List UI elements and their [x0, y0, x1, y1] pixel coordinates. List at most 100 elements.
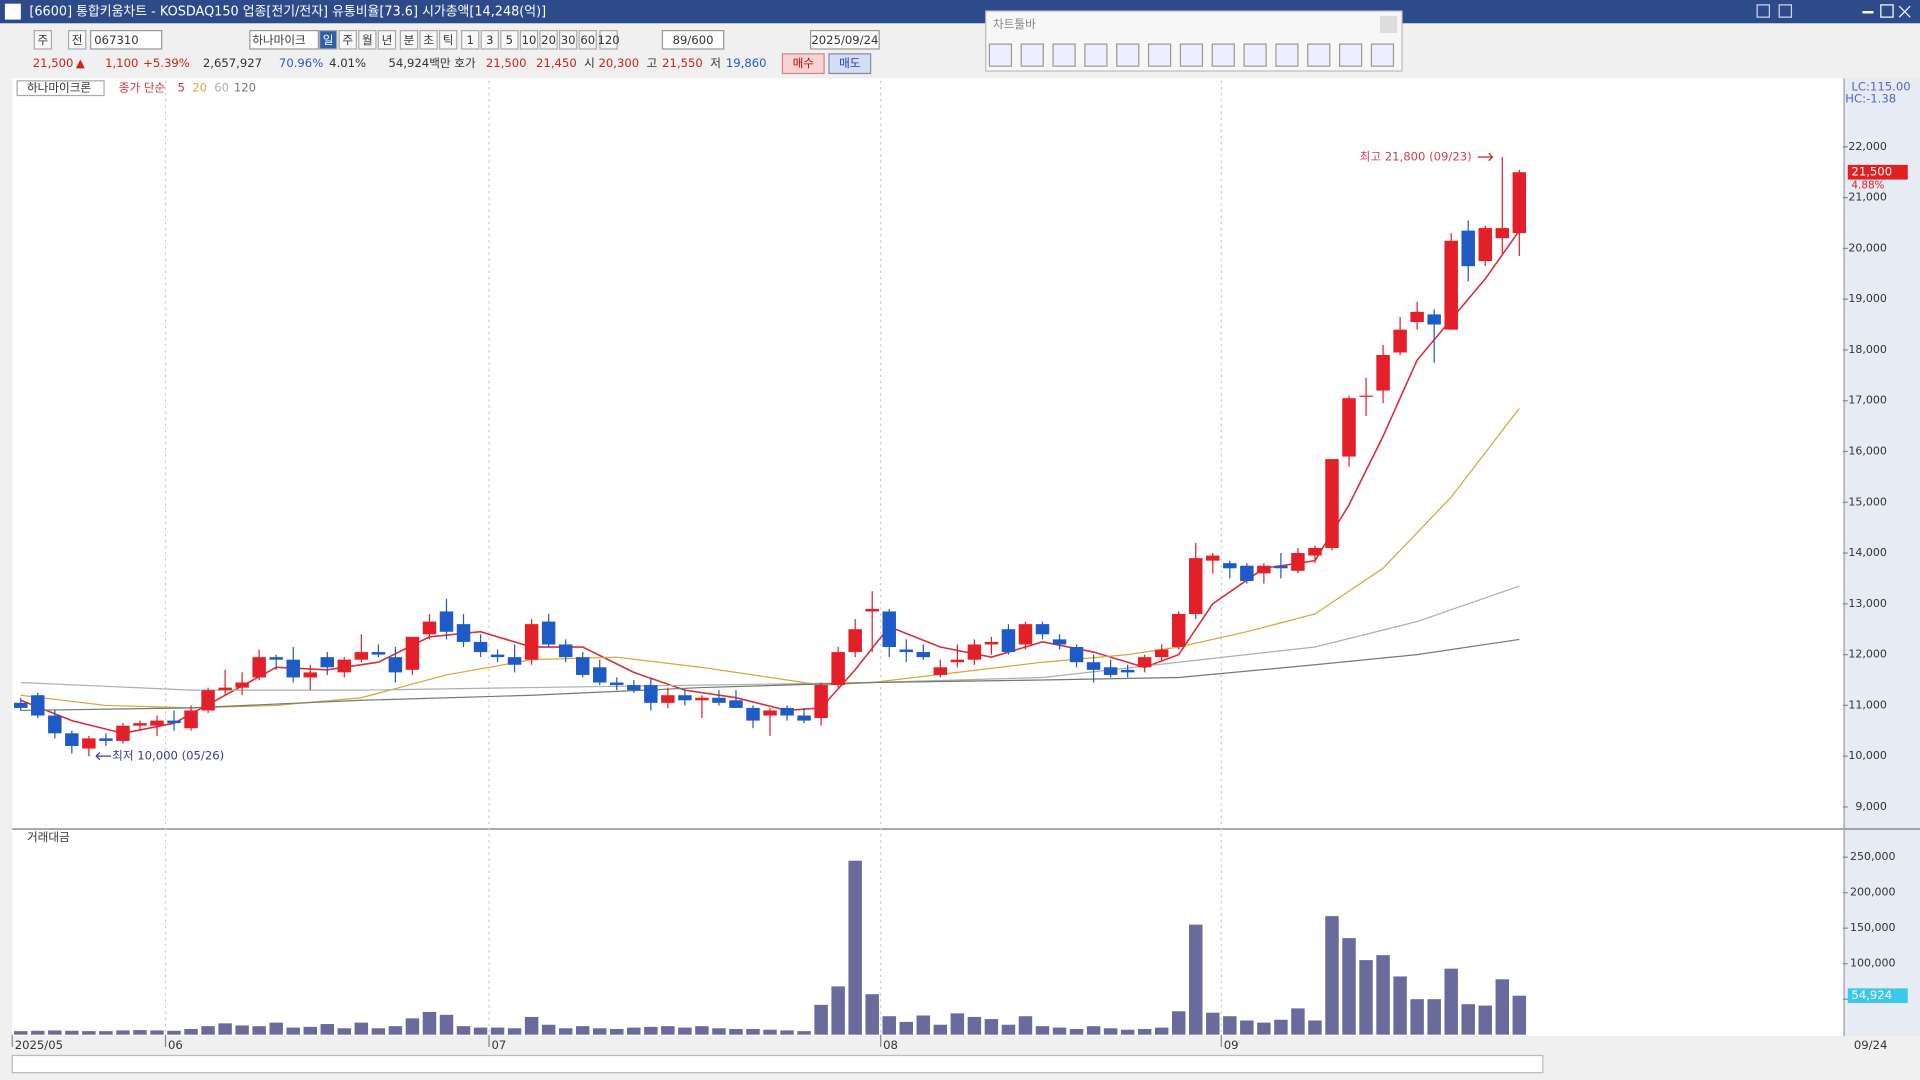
quote-field: +5.39%	[143, 56, 190, 70]
y-tick-label: 13,000	[1848, 597, 1887, 610]
sell-button[interactable]	[828, 53, 872, 75]
chart-tool-icon[interactable]	[1211, 43, 1235, 67]
toolbar-button[interactable]	[558, 30, 578, 50]
toolbar-label[interactable]: 5	[506, 33, 513, 47]
chart-tool-icon[interactable]	[1116, 43, 1140, 67]
toolbar-label[interactable]: 3	[486, 33, 493, 47]
name-input[interactable]	[249, 30, 319, 50]
toolbar-label[interactable]: 월	[362, 33, 373, 47]
toolbar-label[interactable]: 120	[597, 33, 619, 47]
toolbar-button[interactable]	[33, 30, 53, 50]
candle-body	[950, 659, 965, 663]
toolbar-button[interactable]	[519, 30, 539, 50]
close-button[interactable]	[1898, 5, 1911, 18]
toolbar-label[interactable]: 2025/09/24	[811, 33, 878, 47]
candle-body	[797, 715, 811, 721]
candle-body	[933, 667, 948, 675]
toolbar-button[interactable]	[578, 30, 597, 50]
buy-label[interactable]: 매수	[793, 56, 815, 70]
candle-body	[627, 685, 641, 691]
candle-body	[558, 644, 573, 658]
legend-entry: 60	[214, 81, 229, 95]
toolbar-label[interactable]: 일	[323, 33, 334, 47]
toolbar-label[interactable]: 주	[38, 33, 49, 47]
last-price-label: 21,500	[1851, 165, 1892, 179]
scrollbar[interactable]	[11, 1054, 1544, 1074]
chart-tool-icon[interactable]	[1243, 43, 1267, 67]
candle-body	[337, 659, 352, 673]
toolbar-label[interactable]: 주	[342, 33, 353, 47]
candle-body	[882, 611, 896, 647]
toolbar-label[interactable]: 30	[561, 33, 576, 47]
chart-tool-icon[interactable]	[1370, 43, 1395, 67]
candle-body	[1018, 624, 1033, 645]
toolbar-button[interactable]	[377, 30, 397, 50]
chart-tool-icon[interactable]	[988, 43, 1013, 67]
toolbar-label[interactable]: 틱	[443, 33, 454, 47]
chart-tool-icon[interactable]	[1084, 43, 1108, 67]
toolbar-label[interactable]: 초	[423, 33, 434, 47]
count-input[interactable]	[661, 30, 725, 50]
chart-tool-icon[interactable]	[1147, 43, 1172, 67]
control-button[interactable]	[1756, 4, 1770, 18]
candle-body	[524, 624, 539, 660]
quote-field: 20,300	[598, 56, 639, 70]
y-tick-label: 15,000	[1848, 495, 1887, 508]
volume-bar	[1376, 955, 1390, 1035]
chart-tool-icon[interactable]	[1338, 43, 1363, 67]
toolbar-label[interactable]: 하나마이크	[252, 33, 306, 47]
volume-bar	[678, 1027, 692, 1035]
volume-bar	[1495, 979, 1510, 1035]
toolbar-button[interactable]	[67, 30, 87, 50]
toolbar-label[interactable]: 067310	[94, 33, 138, 47]
quote-field: 21,500	[33, 56, 74, 70]
chart-tool-icon[interactable]	[1179, 43, 1204, 67]
toolbar-button[interactable]	[539, 30, 558, 50]
toolbar-button[interactable]	[318, 30, 338, 50]
chart-tool-icon[interactable]	[1020, 43, 1044, 67]
toolbar-label[interactable]: 1	[467, 33, 474, 47]
volume-bar	[541, 1024, 556, 1035]
y-tick-label: 18,000	[1848, 343, 1887, 356]
toolbar-button[interactable]	[599, 30, 618, 50]
candle-body	[1512, 172, 1527, 234]
toolbar-button[interactable]	[358, 30, 377, 50]
toolbar-label[interactable]: 분	[404, 33, 415, 47]
volume-bar	[269, 1022, 283, 1035]
volume-bar	[167, 1030, 181, 1035]
control-button[interactable]	[1778, 4, 1793, 18]
chart-toolbar-close[interactable]	[1380, 15, 1398, 34]
buy-button[interactable]	[781, 53, 825, 75]
maximize-button[interactable]	[1880, 4, 1894, 18]
volume-y-tick-label: 150,000	[1850, 921, 1896, 934]
toolbar-label[interactable]: 20	[541, 33, 556, 47]
minimize-button[interactable]	[1862, 11, 1874, 14]
chart-toolbar-title: 차트툴바	[993, 17, 1036, 31]
toolbar-label[interactable]: 년	[382, 33, 393, 47]
toolbar-button[interactable]	[480, 30, 499, 50]
toolbar-button[interactable]	[461, 30, 480, 50]
chart-bg	[12, 78, 1845, 1036]
quote-field: 4.01%	[329, 56, 366, 70]
chart-tool-icon[interactable]	[1307, 43, 1331, 67]
toolbar-label[interactable]: 60	[580, 33, 595, 47]
window-controls[interactable]	[1756, 4, 1911, 18]
chart-tool-icon[interactable]	[1275, 43, 1299, 67]
code-input[interactable]	[90, 30, 163, 50]
toolbar-button[interactable]	[438, 30, 458, 50]
toolbar-label[interactable]: 10	[522, 33, 537, 47]
toolbar-label[interactable]: 전	[72, 33, 83, 47]
volume-bar	[780, 1030, 794, 1035]
chart-tool-icon[interactable]	[1052, 43, 1076, 67]
candle-body	[848, 629, 862, 653]
toolbar-button[interactable]	[500, 30, 519, 50]
volume-bar	[1512, 995, 1527, 1035]
date-input[interactable]	[810, 30, 880, 50]
toolbar-label[interactable]: 89/600	[673, 33, 714, 47]
candle-body	[65, 733, 79, 747]
toolbar-button[interactable]	[399, 30, 419, 50]
volume-bar	[1171, 1011, 1186, 1035]
toolbar-button[interactable]	[419, 30, 438, 50]
sell-label[interactable]: 매도	[839, 56, 861, 70]
toolbar-button[interactable]	[338, 30, 357, 50]
